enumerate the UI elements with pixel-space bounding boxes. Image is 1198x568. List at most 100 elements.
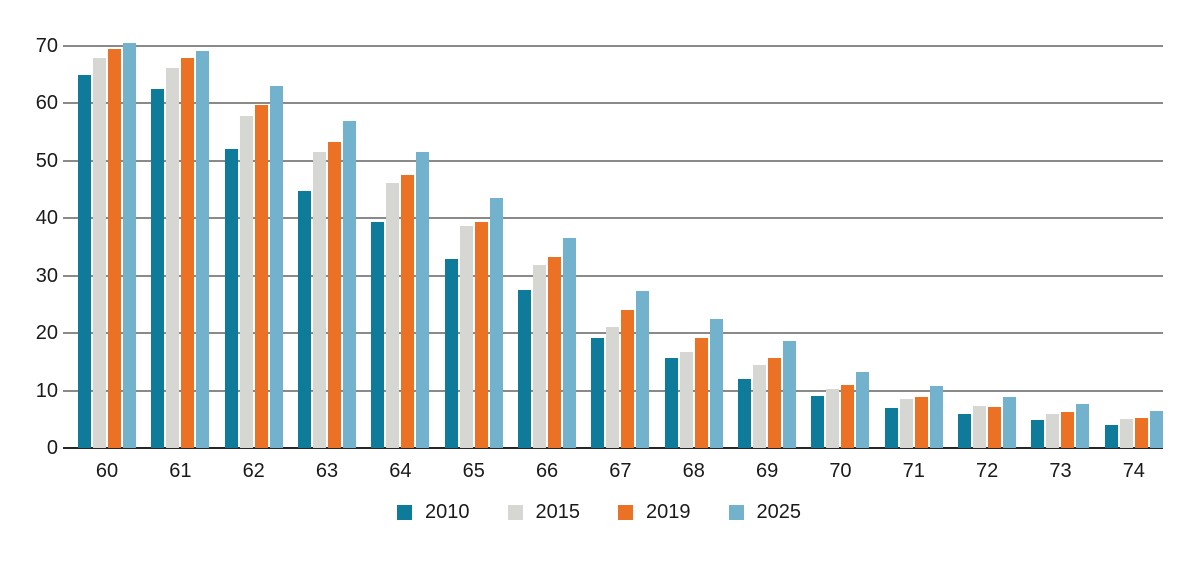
legend-label-2025: 2025 [756, 501, 802, 523]
y-axis-label-20: 20 [35, 322, 58, 345]
bar-2010-age-72 [958, 413, 972, 448]
bar-2025-age-62 [269, 86, 283, 448]
bar-2025-age-68 [709, 319, 723, 448]
bar-2019-age-74 [1134, 418, 1148, 448]
x-axis-label-74: 74 [1122, 460, 1145, 482]
bar-group-age-70 [811, 371, 870, 448]
bar-2019-age-62 [254, 104, 268, 448]
bar-2010-age-74 [1104, 425, 1118, 448]
bar-2025-age-74 [1149, 411, 1163, 448]
bar-2025-age-73 [1076, 403, 1090, 448]
x-axis-label-73: 73 [1049, 460, 1072, 482]
bar-2010-age-66 [518, 289, 532, 448]
x-axis-label-65: 65 [462, 460, 485, 482]
gridline-70 [63, 45, 1163, 47]
legend-swatch-2019 [618, 504, 633, 520]
x-axis-label-72: 72 [976, 460, 999, 482]
bar-2015-age-68 [679, 351, 693, 448]
bar-2015-age-66 [533, 265, 547, 448]
legend-item-2025: 2025 [728, 501, 802, 523]
bar-2019-age-67 [621, 310, 635, 448]
bar-2015-age-69 [753, 364, 767, 448]
bar-2025-age-69 [783, 340, 797, 448]
bar-2025-age-64 [416, 151, 430, 448]
y-axis-label-30: 30 [35, 264, 58, 287]
bar-group-age-74 [1104, 411, 1163, 448]
bar-2019-age-66 [548, 256, 562, 448]
bar-2015-age-60 [93, 58, 106, 448]
plot-area [63, 42, 1163, 449]
bar-2025-age-61 [196, 50, 210, 448]
bar-2010-age-60 [78, 74, 91, 448]
bar-2010-age-68 [664, 358, 678, 448]
bar-group-age-69 [738, 340, 797, 448]
x-axis-label-60: 60 [95, 460, 119, 482]
bar-group-age-60 [78, 42, 136, 448]
bar-group-age-63 [298, 120, 357, 448]
bar-2010-age-62 [224, 148, 238, 448]
bar-2019-age-60 [108, 49, 121, 448]
legend-label-2010: 2010 [425, 501, 470, 523]
x-axis-label-61: 61 [169, 460, 192, 482]
bar-2015-age-63 [313, 152, 327, 448]
y-axis-label-10: 10 [35, 379, 58, 402]
bar-2019-age-69 [768, 358, 782, 448]
bar-2025-age-67 [636, 291, 650, 448]
bar-2019-age-72 [988, 406, 1002, 448]
bar-2010-age-71 [884, 407, 898, 448]
bar-2015-age-62 [239, 115, 253, 448]
bar-group-age-61 [151, 50, 210, 448]
bar-groups [78, 42, 1163, 448]
bar-2010-age-61 [151, 88, 165, 448]
y-axis: 0 10 20 30 40 50 60 70 [0, 35, 58, 459]
bar-group-age-67 [591, 291, 650, 448]
bar-2010-age-73 [1031, 419, 1045, 448]
bar-2019-age-63 [328, 141, 342, 448]
x-axis-label-62: 62 [242, 460, 265, 482]
x-axis-label-64: 64 [389, 460, 412, 482]
bar-2019-age-73 [1061, 411, 1075, 448]
gridline-50 [63, 159, 1163, 162]
bar-2015-age-64 [386, 183, 400, 448]
bar-group-age-68 [664, 319, 723, 448]
x-axis-label-63: 63 [315, 460, 339, 482]
bar-2015-age-71 [899, 399, 913, 448]
bar-group-age-72 [958, 396, 1017, 448]
y-axis-label-50: 50 [35, 149, 58, 172]
x-axis-label-71: 71 [902, 460, 925, 482]
y-axis-label-60: 60 [35, 92, 58, 115]
x-axis-baseline [63, 447, 1163, 449]
x-axis-label-66: 66 [535, 460, 559, 482]
bar-2025-age-65 [489, 198, 503, 448]
x-axis-label-70: 70 [829, 460, 852, 482]
bar-group-age-66 [518, 238, 577, 448]
bar-2015-age-70 [826, 389, 840, 448]
bar-2025-age-70 [856, 371, 870, 448]
bar-2010-age-63 [298, 191, 312, 448]
x-axis-label-68: 68 [682, 460, 705, 482]
y-axis-label-70: 70 [35, 35, 58, 57]
bar-2025-age-71 [929, 385, 943, 448]
bar-group-age-71 [884, 385, 943, 448]
bar-2019-age-71 [914, 397, 928, 448]
legend-swatch-2025 [728, 504, 744, 520]
bar-2019-age-70 [841, 385, 855, 448]
legend-swatch-2010 [397, 504, 412, 520]
bar-2025-age-63 [343, 120, 357, 448]
x-axis: 60 61 62 63 64 65 66 67 68 69 70 71 72 73 74 [78, 459, 1163, 483]
bar-2010-age-67 [591, 338, 605, 448]
gridline-40 [63, 217, 1163, 220]
legend-item-2019: 2019 [618, 502, 691, 522]
bar-2019-age-64 [401, 174, 415, 448]
bar-2015-age-72 [973, 406, 987, 448]
legend-label-2015: 2015 [535, 501, 581, 523]
x-axis-label-69: 69 [755, 460, 779, 482]
gridline-30 [63, 274, 1163, 277]
legend-swatch-2015 [507, 504, 523, 520]
bar-2019-age-61 [181, 58, 195, 448]
legend-item-2015: 2015 [507, 501, 581, 523]
bar-2015-age-67 [606, 326, 620, 448]
x-axis-label-67: 67 [609, 460, 632, 482]
bar-2015-age-73 [1046, 414, 1060, 448]
